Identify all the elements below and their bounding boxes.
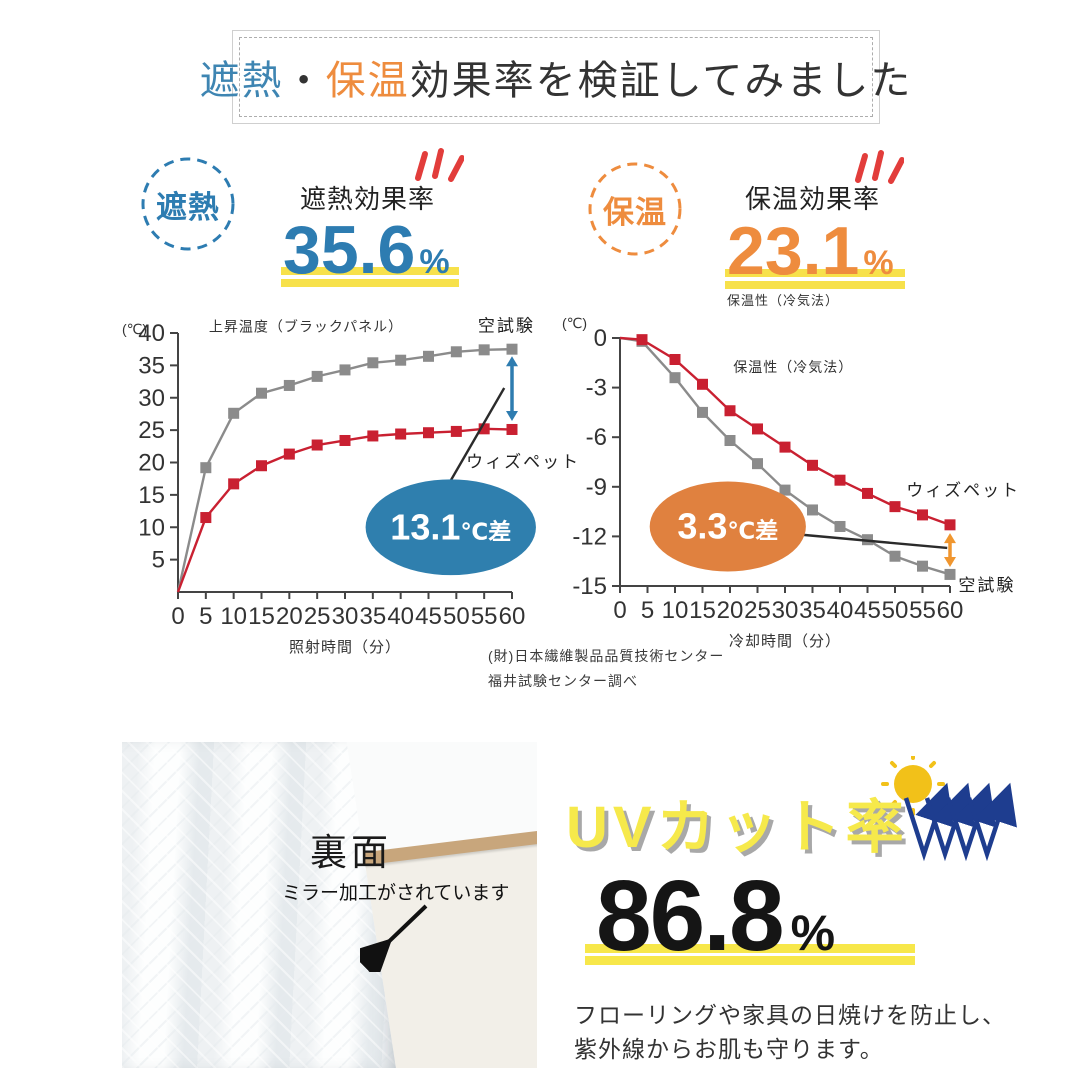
svg-text:60: 60 — [937, 597, 964, 624]
svg-text:25: 25 — [744, 597, 771, 624]
svg-text:5: 5 — [152, 547, 165, 574]
svg-text:3.3℃差: 3.3℃差 — [677, 505, 778, 546]
svg-text:15: 15 — [689, 597, 716, 624]
svg-text:25: 25 — [138, 417, 165, 444]
svg-text:20: 20 — [717, 597, 744, 624]
arrow-down-left-icon — [360, 904, 428, 972]
svg-text:40: 40 — [138, 320, 165, 347]
svg-text:30: 30 — [772, 597, 799, 624]
svg-text:-15: -15 — [572, 573, 607, 600]
svg-text:-9: -9 — [586, 474, 607, 501]
uv-description: フローリングや家具の日焼けを防止し、 紫外線からお肌も守ります。 — [574, 998, 1006, 1066]
svg-text:10: 10 — [220, 603, 247, 630]
mirror-finish-caption: ミラー加工がされています — [282, 883, 510, 904]
shield-value: 35.6% — [283, 216, 450, 284]
svg-text:空試験: 空試験 — [958, 576, 1015, 595]
svg-text:(℃): (℃) — [122, 321, 147, 337]
title-part-shield: 遮熱 — [199, 59, 284, 103]
backside-label: 裏面 — [310, 832, 392, 873]
svg-text:25: 25 — [304, 603, 331, 630]
title-part-warmth: 保温 — [325, 59, 410, 103]
svg-text:保温性（冷気法）: 保温性（冷気法） — [733, 359, 853, 375]
svg-text:15: 15 — [138, 482, 165, 509]
uv-description-line2: 紫外線からお肌も守ります。 — [574, 1036, 884, 1062]
shield-value-number: 35.6 — [283, 212, 416, 288]
svg-text:0: 0 — [171, 603, 184, 630]
svg-text:0: 0 — [613, 597, 626, 624]
title-separator: ・ — [283, 59, 326, 103]
warmth-badge: 保温 — [587, 161, 683, 257]
warmth-badge-label: 保温 — [603, 194, 667, 230]
svg-text:-6: -6 — [586, 424, 607, 451]
curtain-fabric — [122, 742, 396, 1068]
svg-text:15: 15 — [248, 603, 275, 630]
svg-text:13.1℃差: 13.1℃差 — [390, 506, 511, 547]
svg-text:空試験: 空試験 — [478, 317, 535, 336]
title-box: 遮熱・保温 効果率を検証してみました — [200, 30, 910, 124]
svg-text:20: 20 — [276, 603, 303, 630]
svg-text:冷却時間（分）: 冷却時間（分） — [729, 633, 841, 650]
uv-description-line1: フローリングや家具の日焼けを防止し、 — [574, 1002, 1006, 1028]
svg-text:5: 5 — [199, 603, 212, 630]
shield-value-unit: % — [419, 243, 450, 281]
svg-text:0: 0 — [594, 325, 607, 352]
svg-text:5: 5 — [641, 597, 654, 624]
svg-text:35: 35 — [799, 597, 826, 624]
heat-rise-chart: 0 5 10 15 20 25 30 35 40 45 50 55 60510152025303540(… — [122, 317, 580, 656]
svg-text:45: 45 — [415, 603, 442, 630]
page-title: 遮熱・保温 効果率を検証してみました — [200, 37, 910, 117]
title-part-rest: 効果率を検証してみました — [409, 59, 913, 103]
svg-text:55: 55 — [471, 603, 498, 630]
svg-text:35: 35 — [138, 352, 165, 379]
warmth-caption: 保温性（冷気法） — [727, 293, 840, 308]
svg-text:(℃): (℃) — [562, 315, 587, 331]
warmth-value-unit: % — [863, 244, 894, 282]
svg-text:55: 55 — [909, 597, 936, 624]
shield-badge: 遮熱 — [140, 156, 236, 252]
svg-text:ウィズペット: ウィズペット — [906, 481, 1020, 500]
svg-text:上昇温度（ブラックパネル）: 上昇温度（ブラックパネル） — [209, 319, 403, 335]
test-citation: (財)日本繊維製品品質技術センター 福井試験センター調べ — [488, 644, 724, 694]
dashed-circle-icon — [588, 162, 682, 256]
sun-uv-reflect-icon — [881, 756, 1017, 862]
svg-text:ウィズペット: ウィズペット — [466, 453, 580, 472]
svg-text:50: 50 — [882, 597, 909, 624]
shield-badge-label: 遮熱 — [156, 189, 220, 225]
warmth-heading: 保温効果率 — [745, 184, 881, 214]
svg-text:35: 35 — [359, 603, 386, 630]
svg-text:30: 30 — [138, 385, 165, 412]
citation-line1: (財)日本繊維製品品質技術センター — [488, 648, 725, 664]
warmth-value: 23.1% — [727, 217, 894, 285]
warmth-underline — [725, 269, 905, 293]
svg-text:50: 50 — [443, 603, 470, 630]
shield-heading: 遮熱効果率 — [300, 184, 436, 214]
uv-value-number: 86.8 — [596, 860, 785, 972]
svg-text:-12: -12 — [572, 523, 607, 550]
svg-text:30: 30 — [332, 603, 359, 630]
citation-line2: 福井試験センター調べ — [488, 673, 638, 689]
uv-underline — [585, 944, 915, 968]
svg-text:10: 10 — [138, 514, 165, 541]
svg-text:40: 40 — [827, 597, 854, 624]
svg-text:45: 45 — [854, 597, 881, 624]
emphasis-spark-icon — [415, 148, 464, 182]
uv-cut-title: UVカット率 — [566, 795, 909, 860]
svg-text:60: 60 — [499, 603, 526, 630]
uv-value-unit: % — [790, 905, 836, 961]
svg-text:40: 40 — [387, 603, 414, 630]
warmth-value-number: 23.1 — [727, 213, 860, 289]
svg-text:20: 20 — [138, 450, 165, 477]
uv-cut-value: 86.8% — [596, 866, 835, 966]
curtain-back-photo: 裏面 ミラー加工がされています — [122, 742, 537, 1068]
shield-underline — [281, 267, 459, 291]
svg-text:-3: -3 — [586, 375, 607, 402]
svg-text:10: 10 — [662, 597, 689, 624]
uv-rays-arrows — [903, 782, 1017, 862]
svg-text:照射時間（分）: 照射時間（分） — [289, 639, 401, 656]
heat-retention-chart: 0 5 10 15 20 25 30 35 40 45 50 55 600-3-6-9-12-15(℃)… — [562, 315, 1020, 650]
dashed-circle-icon — [141, 157, 235, 251]
emphasis-spark-icon — [855, 150, 904, 184]
